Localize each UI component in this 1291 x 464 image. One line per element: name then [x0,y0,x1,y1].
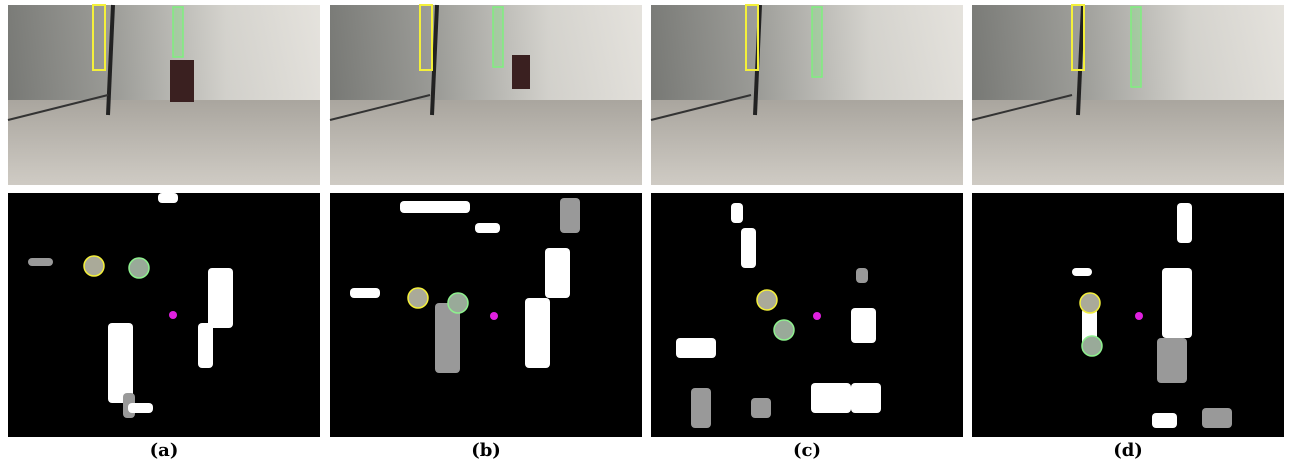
green-marker [447,292,469,314]
robot-position [813,312,821,320]
obstacle [731,203,743,223]
window-frame [106,4,115,116]
obstacle [741,228,756,268]
window-frame [971,94,1073,121]
yellow-marker [407,287,429,309]
green-marker [1081,335,1103,357]
obstacle [560,198,580,233]
robot [512,55,530,89]
obstacle [128,403,153,413]
green-box [811,6,823,78]
robot-position [490,312,498,320]
obstacle [475,223,500,233]
yellow-marker [1079,292,1101,314]
green-box [1130,6,1142,88]
yellow-marker [83,255,105,277]
obstacle [856,268,868,283]
obstacle [400,201,470,213]
obstacle [350,288,380,298]
robot [170,60,194,102]
obstacle [1202,408,1232,428]
caption: (d) [1113,440,1143,461]
obstacle [1162,268,1192,338]
obstacle [751,398,771,418]
obstacle [198,323,213,368]
map [972,193,1284,437]
panels [7,4,1284,437]
obstacle [851,308,876,343]
yellow-marker [756,289,778,311]
caption: (c) [793,440,821,461]
robot-position [1135,312,1143,320]
window-frame [430,4,439,116]
obstacle [108,323,133,403]
yellow-box [1071,4,1085,71]
obstacle [525,298,550,368]
wall [8,5,320,100]
map [330,193,642,437]
yellow-box [745,4,759,71]
wall [330,5,642,100]
green-box [172,6,184,58]
map [8,193,320,437]
green-box [492,6,504,68]
obstacle [851,383,881,413]
window-frame [329,94,431,121]
obstacle [28,258,53,266]
obstacle [435,303,460,373]
obstacle [158,193,178,203]
window-frame [1076,4,1085,116]
obstacle [1177,203,1192,243]
green-marker [773,319,795,341]
wall [972,5,1284,100]
yellow-box [92,4,106,71]
window-frame [7,94,109,121]
robot-position [169,311,177,319]
obstacle [811,383,851,413]
caption: (b) [471,440,501,461]
obstacle [691,388,711,428]
obstacle [1152,413,1177,428]
window-frame [650,94,752,121]
wall [651,5,963,100]
obstacle [545,248,570,298]
obstacle [208,268,233,328]
obstacle [1157,338,1187,383]
yellow-box [419,4,433,71]
obstacle [676,338,716,358]
green-marker [128,257,150,279]
caption: (a) [149,440,179,461]
obstacle [1072,268,1092,276]
